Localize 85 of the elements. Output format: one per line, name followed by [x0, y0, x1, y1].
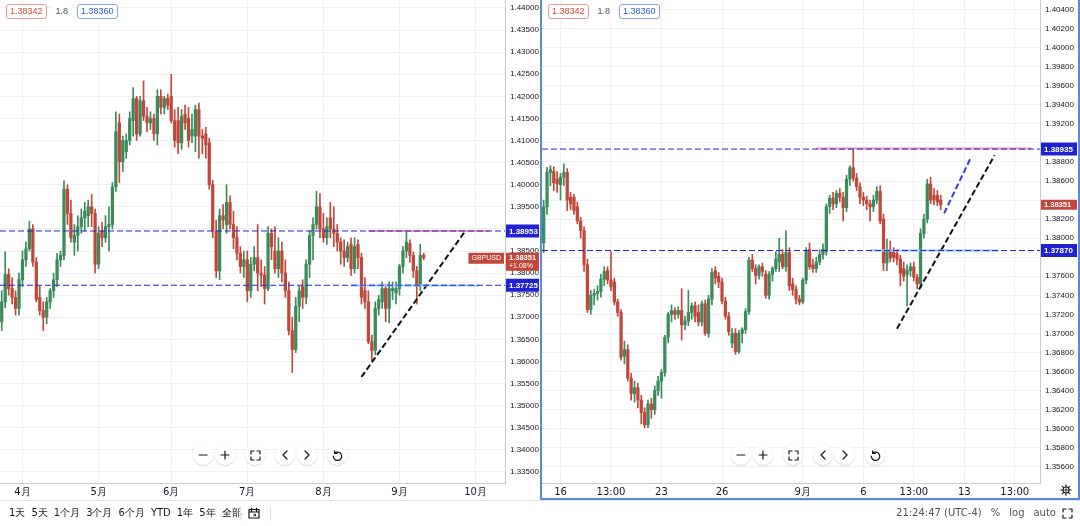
y-tick-label: 1.36400	[1045, 385, 1075, 395]
y-tick-label: 1.36500	[510, 334, 540, 344]
y-tick-label: 1.38000	[510, 268, 540, 278]
y-tick-label: 1.36000	[1045, 423, 1075, 433]
text: 5天	[31, 507, 48, 519]
text: 6个月	[118, 507, 145, 519]
y-tick-label: 1.40400	[1045, 4, 1075, 14]
ref-line-label: 1.37725	[509, 280, 539, 290]
y-tick-label: 1.38500	[510, 246, 540, 256]
x-tick-label: 5月	[90, 485, 107, 497]
y-tick-label: 1.37200	[1045, 309, 1075, 319]
y-tick-label: 1.44000	[510, 3, 540, 13]
candlestick	[905, 264, 909, 307]
y-tick-label: 1.39200	[1045, 119, 1075, 129]
y-tick-label: 1.43500	[510, 25, 540, 35]
annotation: 1.8	[51, 4, 73, 19]
y-tick-label: 1.34500	[510, 422, 540, 432]
text: 1天	[9, 507, 26, 519]
y-tick-label: 1.38200	[1045, 214, 1075, 224]
y-tick-label: 1.36800	[1045, 347, 1075, 357]
x-tick-label: 6月	[163, 485, 180, 497]
y-tick-label: 1.39500	[510, 202, 540, 212]
x-tick-label: 9月	[391, 485, 408, 497]
ref-line-label: 1.38935	[1044, 144, 1074, 154]
text: 1个月	[53, 507, 81, 519]
text: YTD	[150, 507, 171, 519]
y-tick-label: 1.42500	[510, 69, 540, 79]
ref-line-label: 1.38953	[509, 226, 539, 236]
x-tick-label: 8月	[315, 485, 332, 497]
y-tick-label: 1.36200	[1045, 404, 1075, 414]
y-tick-label: 1.39600	[1045, 80, 1075, 90]
y-tick-label: 1.43000	[510, 47, 540, 57]
annotation: 1.38342	[6, 4, 47, 19]
x-tick-label: 10月	[464, 485, 487, 497]
y-tick-label: 1.39800	[1045, 61, 1075, 71]
y-tick-label: 1.39400	[1045, 100, 1075, 109]
candlestick	[868, 199, 872, 222]
y-tick-label: 1.37000	[1045, 328, 1075, 338]
y-tick-label: 1.37600	[1045, 271, 1075, 281]
x-tick-label: 9月	[794, 485, 811, 497]
text: 3个月	[86, 507, 113, 519]
y-tick-label: 1.40200	[1045, 23, 1075, 33]
text: log	[1009, 507, 1025, 519]
y-tick-label: 1.38000	[1045, 233, 1075, 243]
y-tick-label: 1.35500	[510, 378, 540, 388]
annotation: 1.38360	[619, 4, 660, 19]
candlestick	[221, 204, 225, 230]
y-tick-label: 1.36600	[1045, 366, 1075, 376]
y-tick-label: 1.42000	[510, 91, 540, 101]
y-tick-label: 1.40000	[510, 179, 540, 189]
x-tick-label: 13:00	[899, 485, 929, 497]
y-tick-label: 1.40500	[510, 157, 540, 167]
y-tick-label: 1.38800	[1045, 157, 1075, 167]
text: auto	[1033, 507, 1056, 519]
ref-line-label: 1.37870	[1044, 246, 1074, 256]
text: 1年	[176, 507, 194, 519]
y-tick-label: 1.38600	[1045, 176, 1075, 186]
x-tick-label: 16	[554, 485, 567, 497]
y-tick-label: 1.41500	[510, 113, 540, 123]
annotation: 1.38342	[548, 4, 589, 19]
y-tick-label: 1.40000	[1045, 42, 1075, 52]
x-tick-label: 6	[860, 485, 867, 497]
y-tick-label: 1.34000	[510, 445, 540, 455]
y-tick-label: 1.37400	[1045, 290, 1075, 300]
annotation: 1.38360	[77, 4, 118, 19]
y-tick-label: 1.35800	[1045, 442, 1075, 452]
candlestick	[190, 113, 194, 144]
x-tick-label: 26	[715, 485, 729, 497]
x-tick-label: 4月	[14, 485, 31, 497]
text: %	[990, 507, 1001, 519]
y-tick-label: 1.37000	[510, 312, 540, 322]
y-tick-label: 1.41000	[510, 135, 540, 145]
x-tick-label: 13:00	[1000, 485, 1030, 497]
y-tick-label: 1.35600	[1045, 462, 1075, 472]
x-tick-label: 13:00	[596, 485, 626, 497]
x-tick-label: 13	[957, 485, 971, 497]
text: 5年	[199, 507, 216, 519]
y-tick-label: 1.35000	[510, 400, 540, 410]
annotation: 1.8	[593, 4, 615, 19]
x-tick-label: 7月	[239, 485, 256, 497]
y-tick-label: 1.36000	[510, 356, 540, 366]
y-tick-label: 1.33500	[510, 467, 540, 477]
text: 21:24:47 (UTC-4)	[896, 507, 982, 519]
x-tick-label: 23	[655, 485, 668, 497]
y-tick-label: 1.37500	[510, 290, 540, 300]
